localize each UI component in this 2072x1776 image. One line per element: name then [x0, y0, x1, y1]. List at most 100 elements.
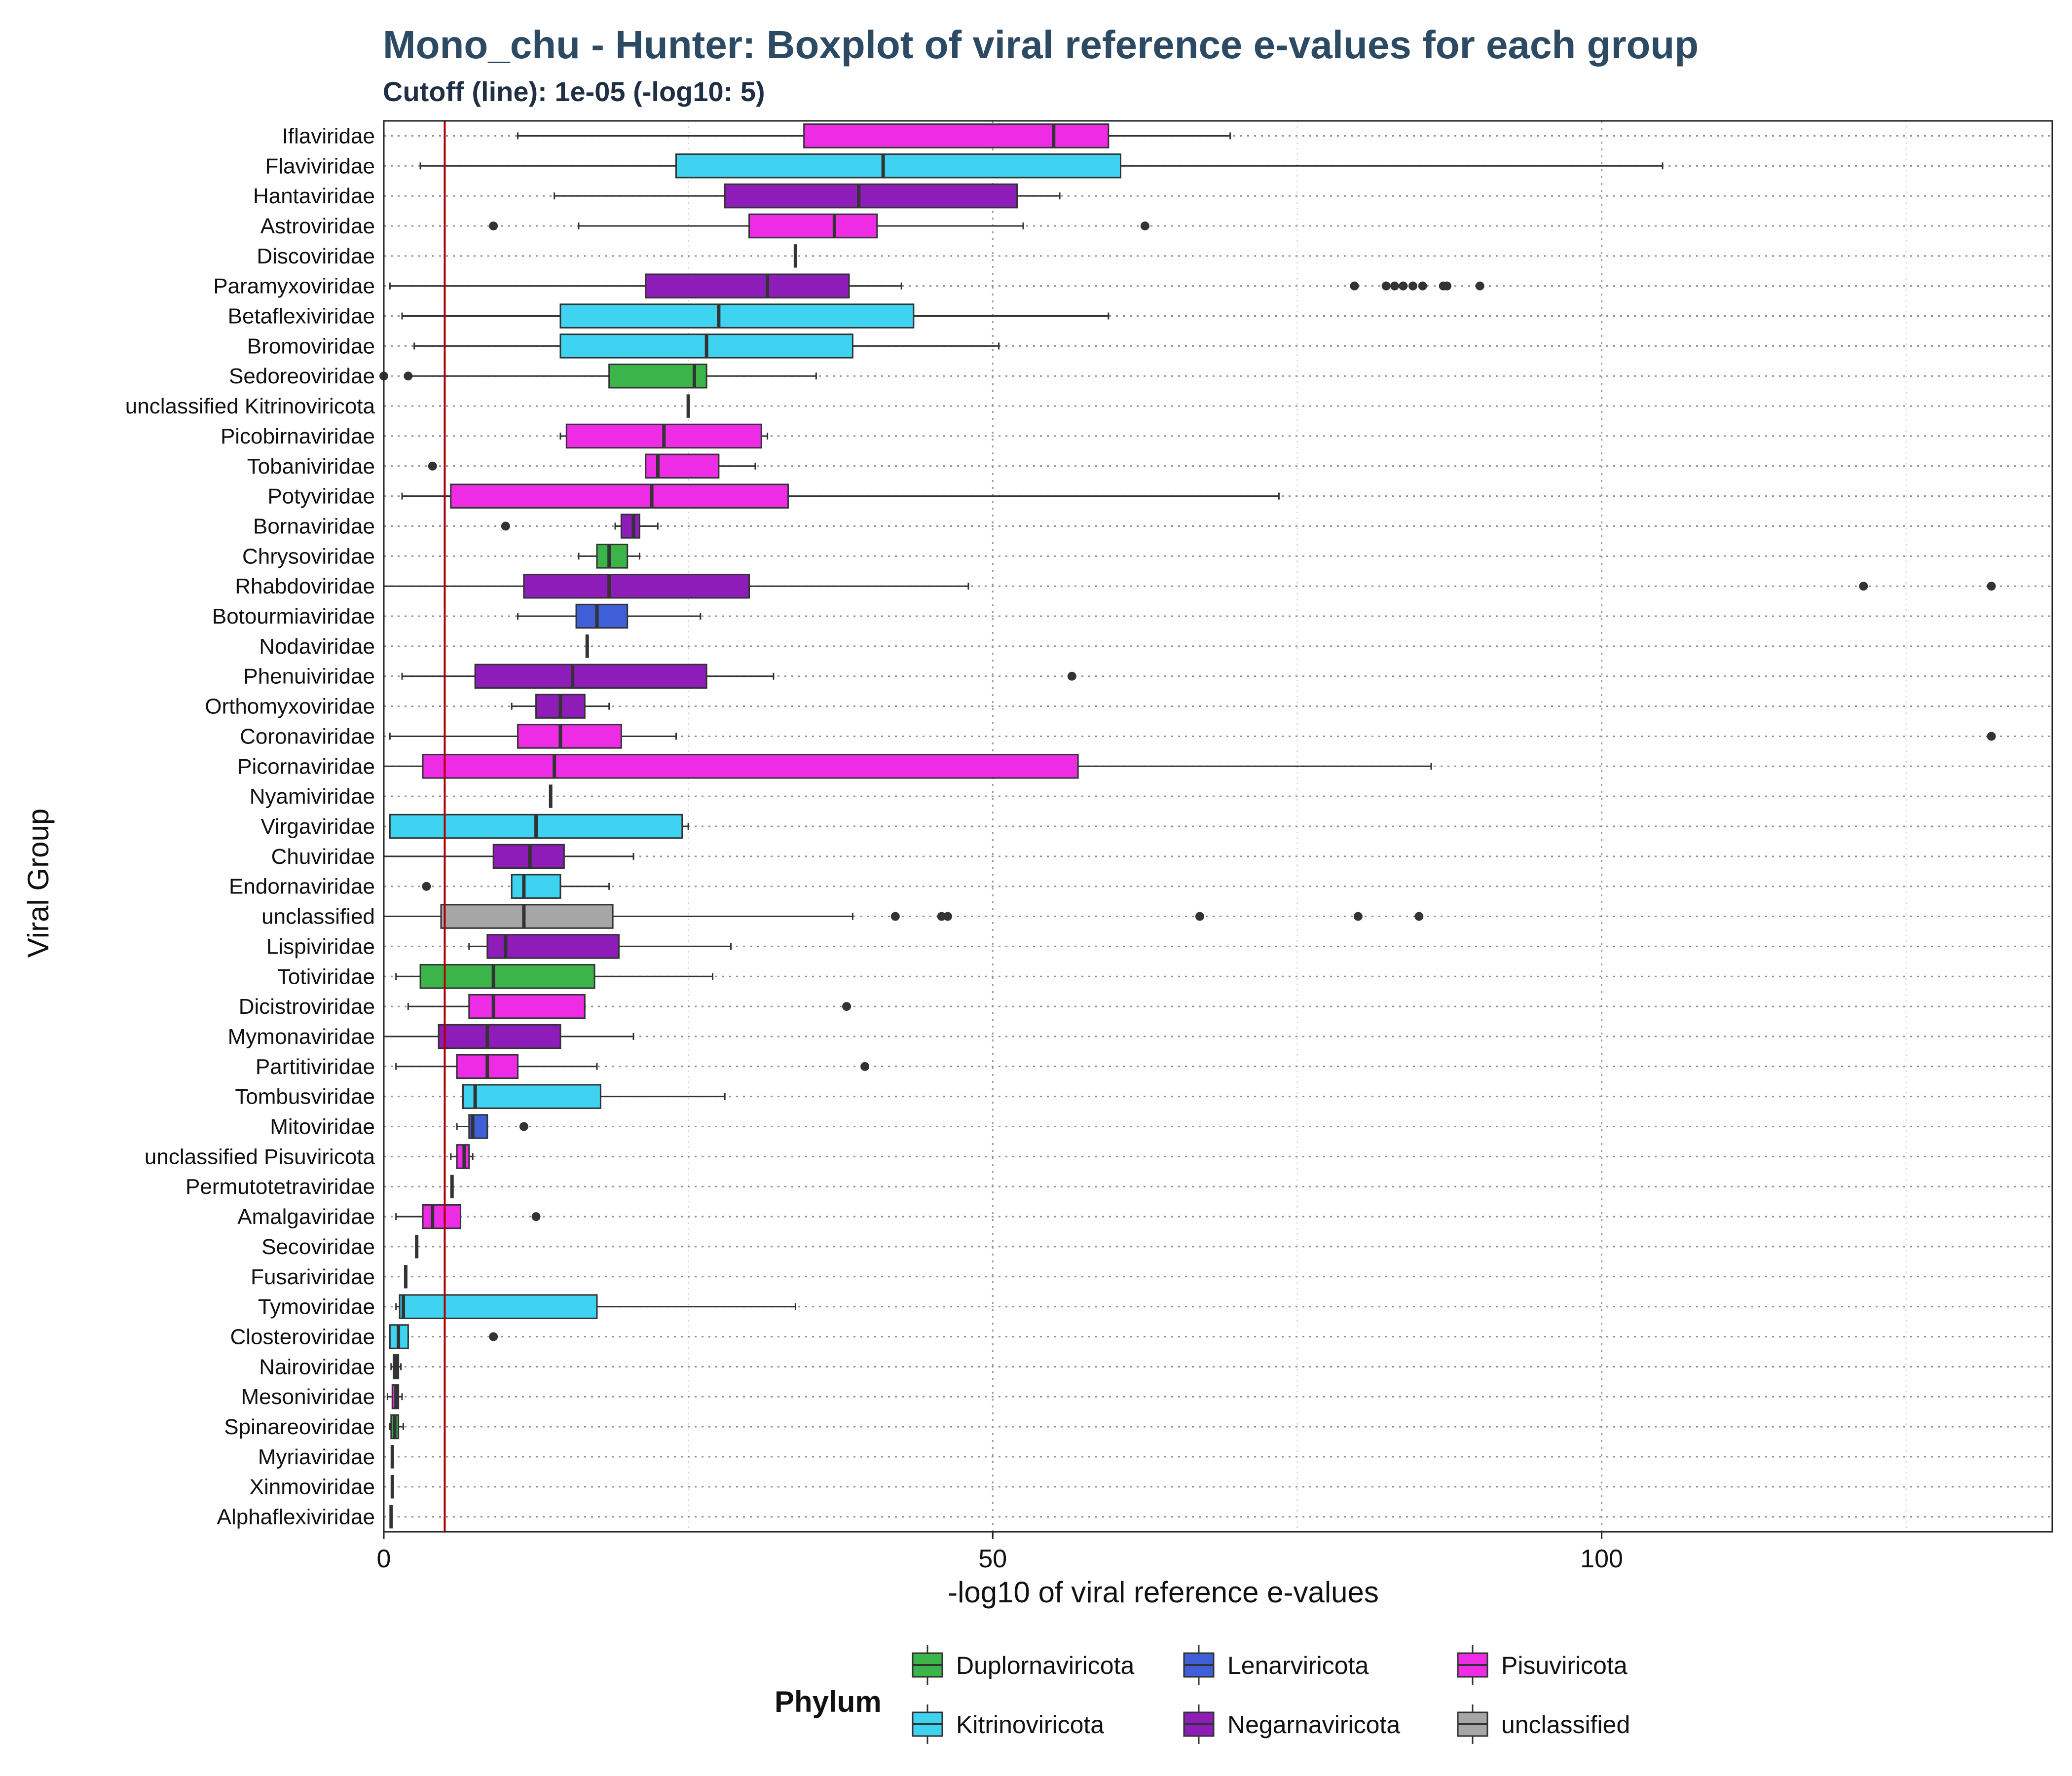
box-iqr: [620, 514, 640, 539]
box-group: [554, 183, 1061, 209]
legend-item: Negarnaviricota: [1183, 1704, 1400, 1744]
y-tick-label: Totiviridae: [277, 964, 375, 989]
box-iqr: [422, 1204, 462, 1229]
box-iqr: [523, 573, 750, 599]
outlier-point: [943, 912, 952, 921]
y-tick-label: Flaviviridae: [265, 154, 375, 178]
y-tick-label: Myriaviridae: [258, 1445, 375, 1469]
legend-item: Lenarviricota: [1183, 1645, 1369, 1685]
outlier-point: [1381, 281, 1391, 291]
box-group: [413, 333, 1000, 359]
box-group: [389, 814, 689, 839]
box-group: [468, 934, 732, 959]
box-group: [390, 1354, 402, 1379]
box-group: [395, 1294, 796, 1319]
y-tick-label: Closteroviridae: [230, 1325, 375, 1349]
box-iqr: [608, 364, 707, 389]
legend-item: Kitrinoviricota: [912, 1704, 1104, 1744]
outlier-point: [519, 1122, 528, 1131]
box-group: [422, 874, 610, 899]
y-tick-label: Bornaviridae: [253, 514, 375, 538]
outlier-point: [890, 912, 900, 921]
y-tick-label: Virgaviridae: [260, 814, 375, 839]
legend-label: Kitrinoviricota: [956, 1711, 1104, 1739]
outlier-point: [1418, 281, 1427, 291]
y-tick-label: Spinareoviridae: [224, 1415, 375, 1439]
box-group: [386, 1384, 403, 1409]
box-iqr: [419, 964, 595, 989]
y-tick-label: Coronaviridae: [240, 724, 375, 748]
outlier-point: [1859, 582, 1868, 591]
y-tick-label: Permutotetraviridae: [185, 1175, 375, 1199]
box-group: [389, 1324, 498, 1349]
box-iqr: [438, 1024, 561, 1049]
y-tick-label: Betaflexiviridae: [228, 304, 375, 329]
box-group: [383, 1024, 634, 1049]
y-tick-label: Partitiviridae: [256, 1055, 375, 1079]
box-group: [389, 1414, 404, 1440]
legend-title: Phylum: [775, 1685, 882, 1718]
box-group: [517, 603, 702, 629]
outlier-point: [1390, 281, 1399, 291]
y-tick-label: Tobaniviridae: [247, 454, 375, 479]
box-iqr: [468, 994, 586, 1019]
y-tick-label: Picornaviridae: [237, 754, 375, 778]
y-tick-label: unclassified: [261, 905, 375, 929]
outlier-point: [1067, 671, 1076, 681]
legend-label: Negarnaviricota: [1227, 1711, 1400, 1739]
y-tick-label: Tombusviridae: [235, 1085, 375, 1109]
box-group: [517, 123, 1231, 148]
outlier-point: [1195, 912, 1204, 921]
y-tick-label: Xinmoviridae: [250, 1475, 375, 1499]
outlier-point: [531, 1212, 541, 1221]
box-group: [383, 754, 1432, 779]
legend-item: Pisuviricota: [1457, 1645, 1628, 1685]
y-tick-label: Nodaviridae: [259, 634, 375, 659]
outlier-point: [1443, 281, 1452, 291]
y-tick-label: Chuviridae: [271, 845, 375, 869]
box-iqr: [596, 544, 629, 569]
outlier-point: [1475, 281, 1484, 291]
box-iqr: [450, 483, 789, 509]
legend-label: Duplornaviricota: [956, 1652, 1134, 1679]
y-tick-label: Nyamiviridae: [250, 784, 375, 809]
outlier-point: [842, 1002, 851, 1011]
y-axis-label: Viral Group: [22, 809, 55, 958]
box-group: [419, 153, 1664, 179]
y-tick-label: Mymonaviridae: [228, 1025, 375, 1049]
box-iqr: [575, 603, 629, 629]
box-iqr: [511, 874, 561, 899]
legend-label: Lenarviricota: [1227, 1652, 1369, 1679]
box-group: [389, 273, 1484, 298]
legend-item: unclassified: [1457, 1704, 1630, 1744]
chart-subtitle: Cutoff (line): 1e-05 (-log10: 5): [383, 76, 765, 107]
y-tick-label: Iflaviridae: [282, 124, 375, 148]
legend-item: Duplornaviricota: [912, 1645, 1134, 1685]
outlier-point: [1350, 281, 1359, 291]
outlier-point: [1353, 912, 1363, 921]
box-iqr: [462, 1084, 601, 1109]
y-tick-label: Rhabdoviridae: [235, 574, 375, 598]
box-group: [489, 213, 1149, 239]
outlier-point: [1408, 281, 1417, 291]
boxes-layer: [379, 123, 1996, 1529]
y-tick-label: Bromoviridae: [247, 334, 375, 358]
outlier-point: [1399, 281, 1408, 291]
outlier-point: [404, 371, 413, 381]
y-tick-label: Alphaflexiviridae: [217, 1505, 375, 1529]
box-group: [456, 1114, 528, 1139]
box-iqr: [645, 273, 850, 298]
box-group: [578, 544, 640, 569]
outlier-point: [1140, 221, 1149, 230]
outlier-point: [422, 882, 431, 891]
y-tick-label: Dicistroviridae: [239, 995, 375, 1019]
y-tick-label: Paramyxoviridae: [213, 274, 375, 298]
y-tick-label: Potyviridae: [267, 484, 375, 509]
box-iqr: [675, 153, 1122, 179]
box-iqr: [440, 904, 614, 929]
y-tick-label: Sedoreoviridae: [229, 364, 375, 388]
box-group: [401, 483, 1280, 509]
legend: Phylum Duplornaviricota Kitrinoviricota Le…: [775, 1645, 1630, 1744]
outlier-point: [501, 521, 510, 531]
